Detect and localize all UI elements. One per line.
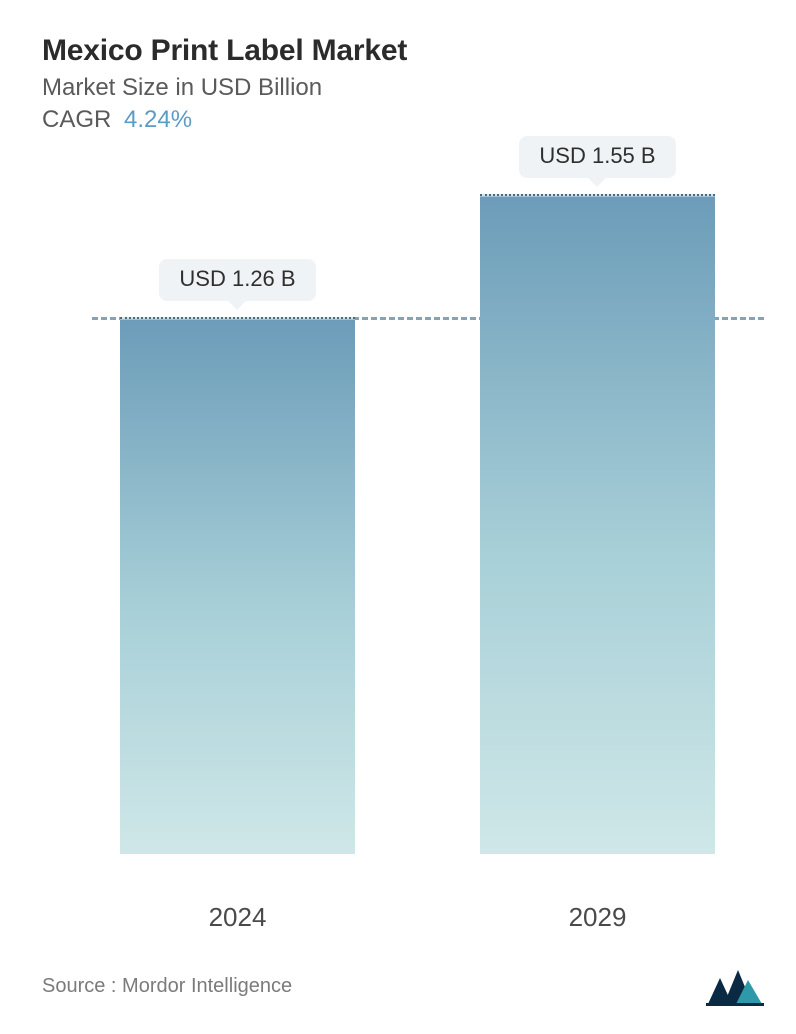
logo-icon [706, 966, 764, 1006]
chart-subtitle: Market Size in USD Billion [42, 74, 764, 102]
bar-column: USD 1.26 B [120, 259, 355, 854]
x-axis-label: 2029 [480, 902, 715, 933]
value-pill: USD 1.55 B [519, 136, 675, 178]
chart-title: Mexico Print Label Market [42, 34, 764, 68]
source-text: Source : Mordor Intelligence [42, 975, 292, 998]
cagr-row: CAGR 4.24% [42, 106, 764, 134]
chart-container: Mexico Print Label Market Market Size in… [0, 0, 796, 1034]
bar-column: USD 1.55 B [480, 136, 715, 854]
bar [480, 194, 715, 854]
x-axis-labels: 2024 2029 [92, 896, 738, 938]
cagr-value: 4.24% [124, 106, 192, 133]
x-axis-label: 2024 [120, 902, 355, 933]
chart-inner: USD 1.26 BUSD 1.55 B [92, 194, 738, 854]
bar [120, 317, 355, 854]
value-pill: USD 1.26 B [159, 259, 315, 301]
footer-row: Source : Mordor Intelligence [42, 960, 764, 1006]
chart-plot-area: USD 1.26 BUSD 1.55 B [42, 194, 764, 878]
cagr-label: CAGR [42, 106, 111, 133]
brand-logo [706, 966, 764, 1006]
